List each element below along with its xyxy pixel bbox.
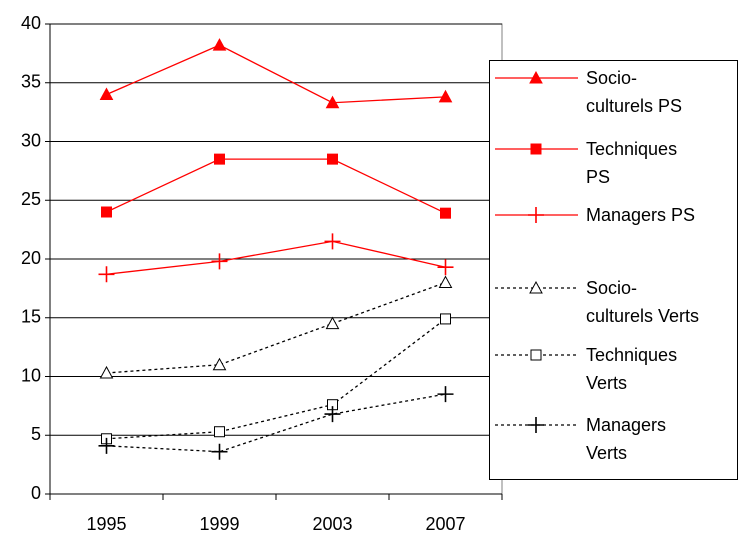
legend-label: Managers Verts bbox=[586, 415, 667, 463]
marker bbox=[99, 87, 114, 100]
marker bbox=[324, 406, 341, 423]
marker bbox=[528, 207, 544, 223]
series bbox=[101, 153, 451, 219]
line bbox=[106, 281, 446, 374]
series bbox=[99, 275, 453, 379]
y-tick-label: 5 bbox=[31, 424, 41, 444]
marker bbox=[211, 253, 228, 270]
marker bbox=[440, 313, 451, 325]
marker bbox=[212, 357, 227, 371]
marker bbox=[325, 316, 340, 330]
legend-label: Socio-culturels PS bbox=[586, 68, 683, 116]
marker bbox=[98, 437, 115, 454]
line bbox=[106, 44, 446, 104]
y-tick-label: 10 bbox=[21, 365, 41, 385]
marker bbox=[437, 259, 454, 276]
line bbox=[106, 318, 446, 440]
marker bbox=[325, 95, 340, 109]
y-tick-label: 0 bbox=[31, 483, 41, 503]
y-tick-label: 40 bbox=[21, 13, 41, 33]
marker bbox=[530, 349, 542, 361]
marker bbox=[101, 206, 112, 218]
line bbox=[106, 393, 446, 453]
x-tick-label: 2003 bbox=[312, 514, 352, 534]
y-tick-label: 25 bbox=[21, 189, 41, 209]
marker bbox=[438, 275, 453, 288]
marker bbox=[530, 143, 542, 155]
marker bbox=[327, 153, 338, 165]
marker bbox=[324, 233, 341, 250]
line bbox=[106, 158, 446, 214]
legend-box bbox=[489, 60, 738, 480]
marker bbox=[529, 70, 543, 84]
series bbox=[98, 386, 454, 460]
marker bbox=[438, 89, 453, 103]
marker bbox=[440, 207, 451, 219]
legend-label: Socio-culturels Verts bbox=[586, 278, 700, 326]
marker bbox=[528, 417, 544, 433]
marker bbox=[214, 153, 225, 165]
y-tick-label: 15 bbox=[21, 307, 41, 327]
series bbox=[98, 233, 454, 283]
legend-label: Managers PS bbox=[586, 205, 696, 225]
line bbox=[106, 240, 446, 275]
marker bbox=[529, 280, 543, 294]
marker bbox=[212, 38, 227, 51]
marker bbox=[214, 426, 225, 438]
series bbox=[99, 38, 453, 109]
y-tick-label: 35 bbox=[21, 72, 41, 92]
x-tick-label: 2007 bbox=[425, 514, 465, 534]
legend-label: Techniques PS bbox=[586, 139, 678, 187]
y-tick-label: 20 bbox=[21, 248, 41, 268]
x-tick-label: 1999 bbox=[199, 514, 239, 534]
marker bbox=[211, 443, 228, 460]
y-tick-label: 30 bbox=[21, 130, 41, 150]
marker bbox=[437, 386, 454, 403]
x-tick-label: 1995 bbox=[86, 514, 126, 534]
marker bbox=[99, 365, 114, 379]
legend-label: Techniques Verts bbox=[586, 345, 678, 393]
marker bbox=[98, 266, 115, 283]
